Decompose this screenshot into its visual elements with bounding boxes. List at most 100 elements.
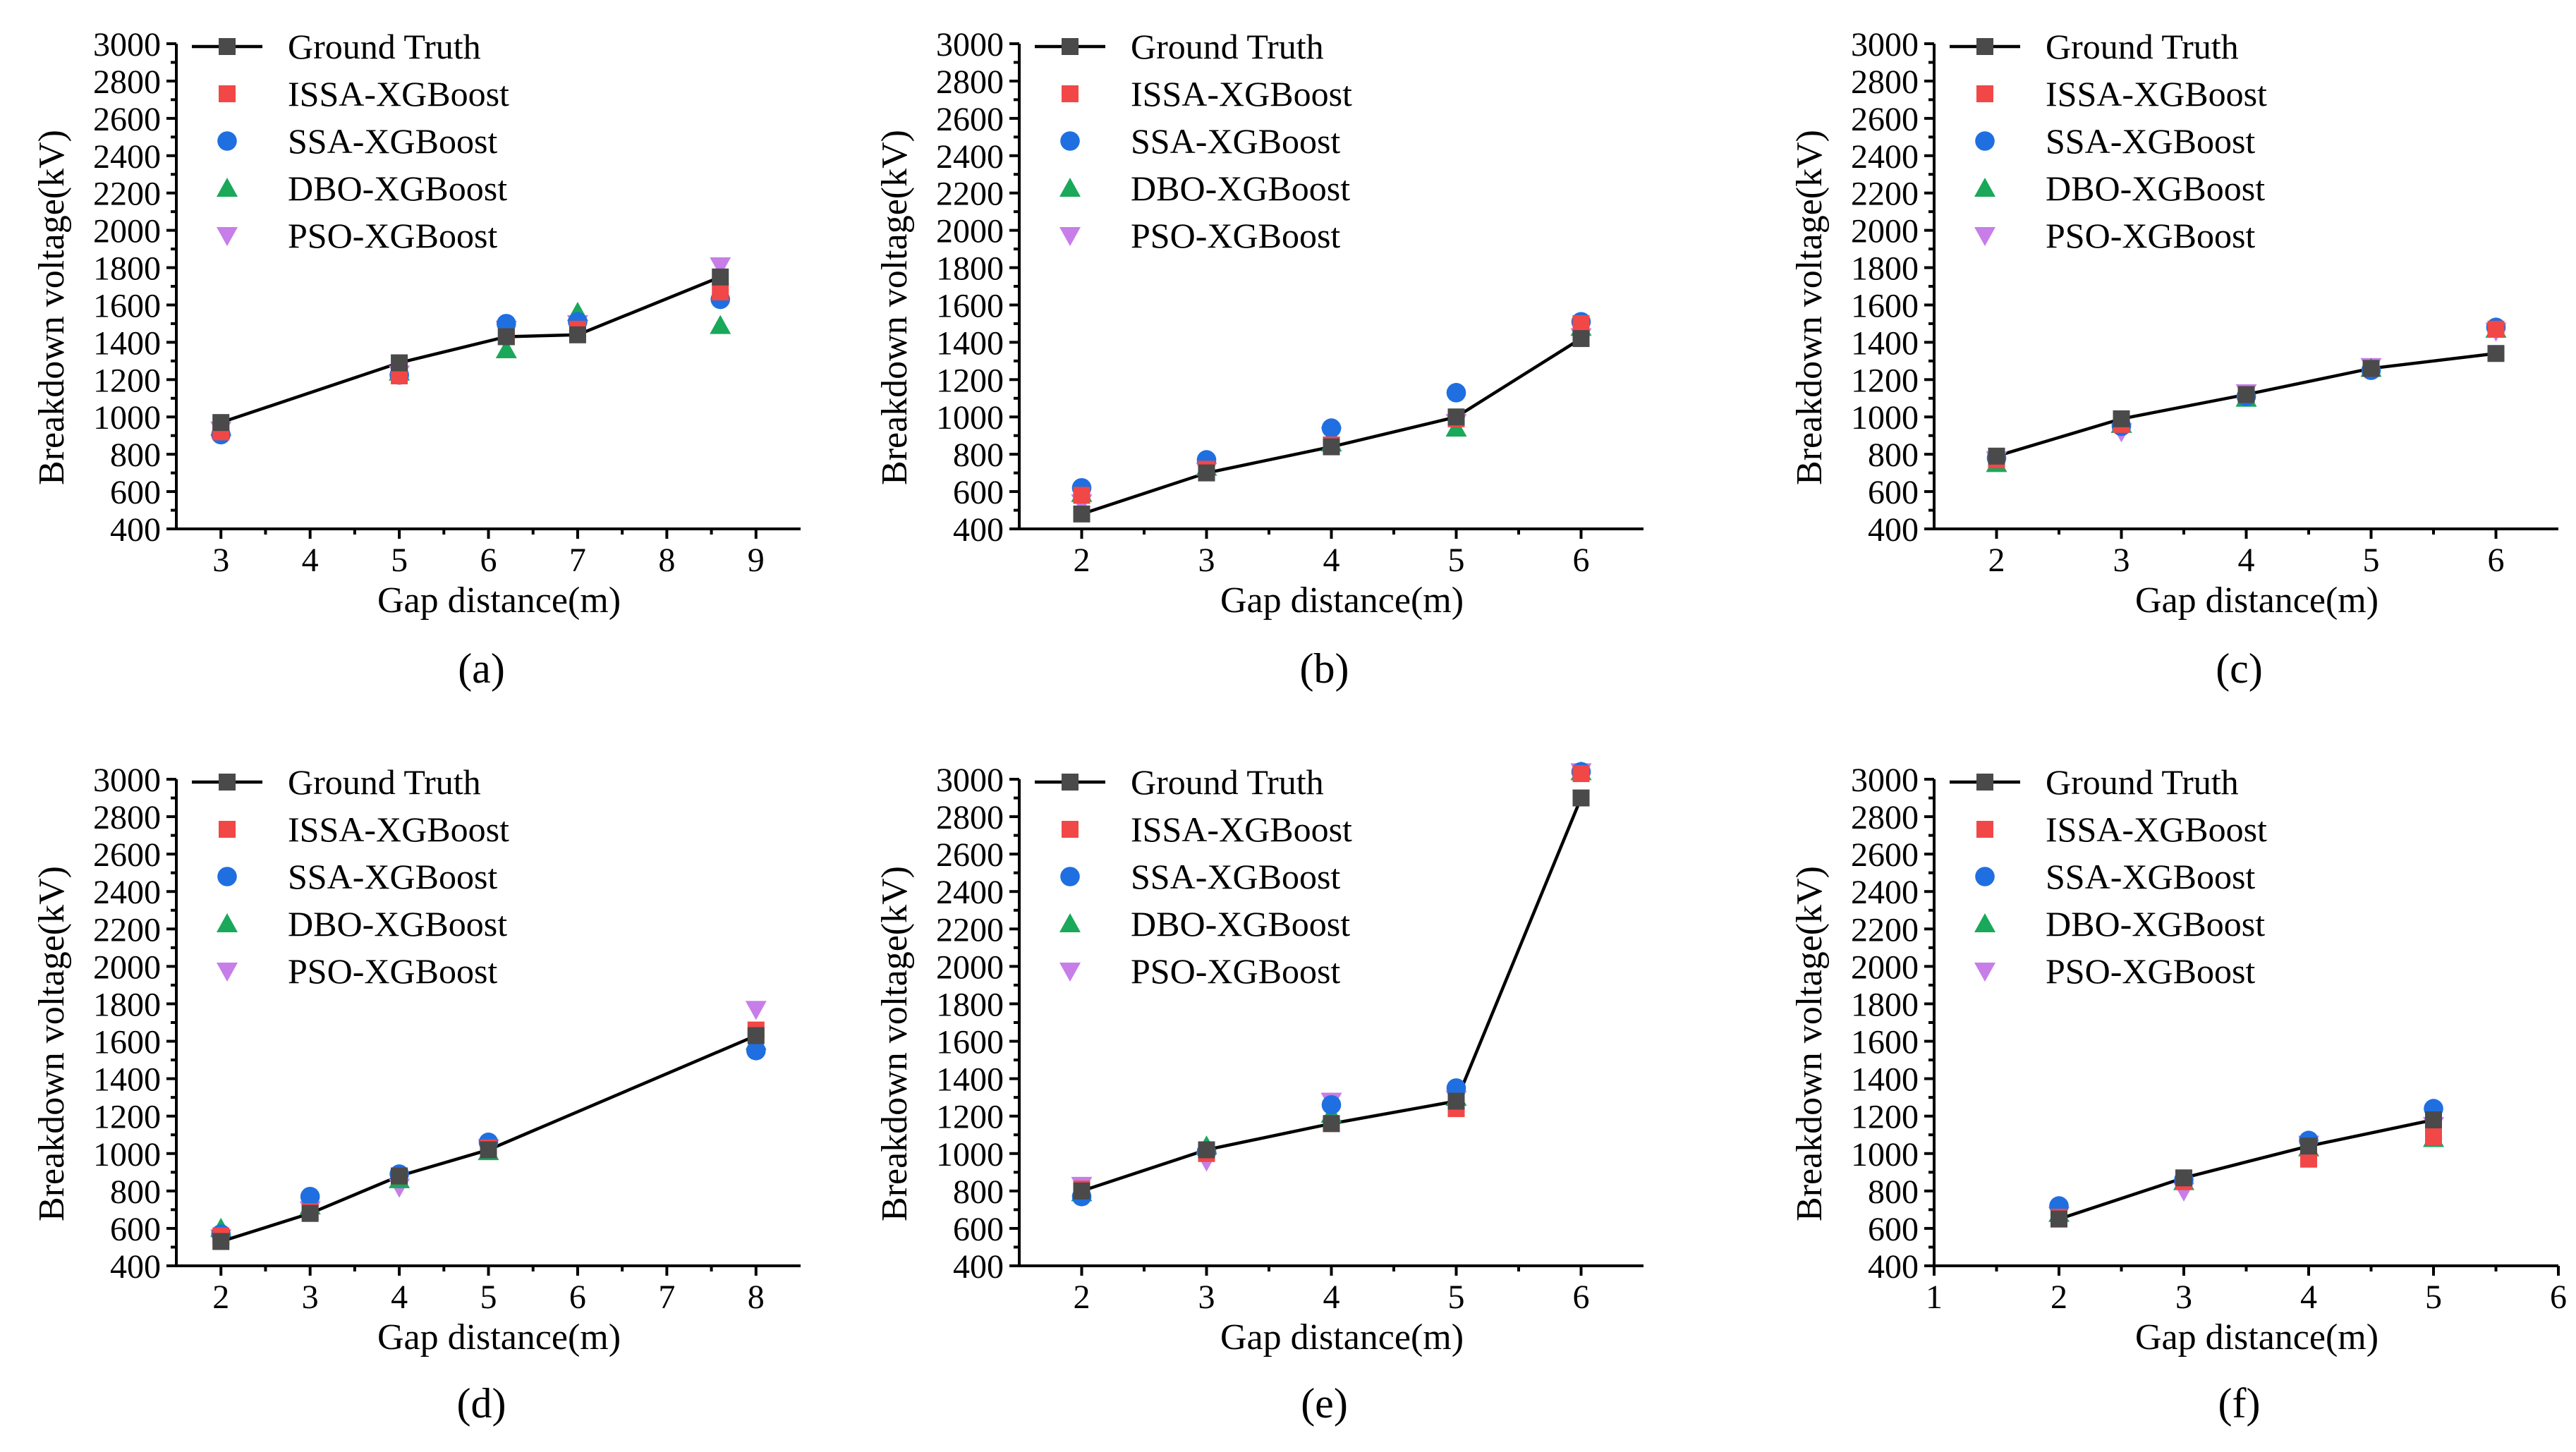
chart-panel-c: 4006008001000120014001600180020002200240… [1790, 26, 2558, 692]
y-tick-label: 1600 [93, 1024, 161, 1061]
gt-point [1073, 1182, 1090, 1200]
x-tick-label: 3 [302, 1279, 319, 1316]
y-tick-label: 2200 [936, 911, 1004, 948]
y-tick-label: 1600 [93, 287, 161, 324]
y-tick-label: 2800 [936, 63, 1004, 101]
issa-point [712, 283, 729, 300]
y-tick-label: 400 [110, 511, 161, 549]
y-tick-label: 1600 [936, 1024, 1004, 1061]
chart-panel-a: 4006008001000120014001600180020002200240… [32, 26, 801, 692]
y-tick-label: 2200 [1851, 176, 1919, 213]
x-tick-label: 8 [658, 542, 675, 579]
y-tick-label: 400 [953, 1248, 1004, 1286]
legend-marker-ssa [1975, 131, 1995, 151]
legend-label-issa: ISSA-XGBoost [2046, 74, 2267, 114]
legend-label-dbo: DBO-XGBoost [2046, 169, 2265, 208]
legend-label-gt: Ground Truth [2046, 762, 2239, 802]
x-tick-label: 2 [212, 1279, 229, 1316]
y-tick-label: 2000 [936, 213, 1004, 250]
panel-label: (d) [457, 1380, 506, 1427]
legend-label-gt: Ground Truth [1131, 762, 1324, 802]
legend-label-gt: Ground Truth [1131, 27, 1324, 66]
legend-marker-dbo [217, 913, 238, 932]
legend-marker-gt [219, 774, 236, 791]
pso-point [745, 1001, 767, 1020]
gt-point [2425, 1111, 2442, 1128]
x-tick-label: 2 [1074, 542, 1090, 579]
gt-point [1447, 408, 1465, 426]
x-tick-label: 7 [658, 1279, 675, 1316]
issa-point [1572, 315, 1590, 332]
legend-marker-dbo [1059, 913, 1081, 932]
ssa-point [1321, 1094, 1342, 1115]
panel-label: (f) [2218, 1380, 2261, 1427]
y-tick-label: 2200 [936, 176, 1004, 213]
legend-marker-issa [1062, 821, 1079, 838]
ssa-point [746, 1041, 766, 1061]
y-axis-title: Breakdown voltage(kV) [32, 130, 72, 485]
gt-point [391, 1167, 408, 1185]
y-tick-label: 1800 [936, 250, 1004, 288]
legend-marker-gt [1062, 38, 1079, 55]
legend: Ground Truth ISSA-XGBoost SSA-XGBoost DBO-X… [192, 27, 509, 255]
gt-point [1572, 789, 1590, 807]
legend: Ground Truth ISSA-XGBoost SSA-XGBoost DBO-X… [1035, 762, 1352, 991]
ground-truth-line [2058, 1118, 2434, 1221]
legend-marker-ssa [1060, 867, 1080, 886]
x-axis-title: Gap distance(m) [1220, 1317, 1464, 1358]
legend-marker-gt [1976, 38, 1993, 55]
gt-point [212, 1233, 230, 1250]
legend-label-gt: Ground Truth [288, 762, 481, 802]
legend-label-pso: PSO-XGBoost [2046, 216, 2255, 255]
gt-point [1447, 1092, 1465, 1110]
gt-point [1572, 330, 1590, 348]
y-tick-label: 1000 [936, 1136, 1004, 1173]
y-tick-label: 2800 [93, 799, 161, 836]
chart-panel-b: 4006008001000120014001600180020002200240… [875, 26, 1644, 692]
x-axis-title: Gap distance(m) [2135, 580, 2378, 621]
x-tick-label: 6 [1573, 1279, 1590, 1316]
y-tick-label: 1400 [1851, 324, 1919, 362]
ssa-point [1446, 383, 1466, 403]
legend: Ground Truth ISSA-XGBoost SSA-XGBoost DBO-X… [1035, 27, 1352, 255]
y-tick-label: 1200 [936, 362, 1004, 399]
y-axis-title: Breakdown voltage(kV) [32, 866, 72, 1221]
gt-point [747, 1027, 765, 1044]
legend-label-pso: PSO-XGBoost [1131, 951, 1340, 991]
legend-label-pso: PSO-XGBoost [2046, 951, 2255, 991]
legend-label-ssa: SSA-XGBoost [1131, 857, 1340, 896]
gt-point [712, 268, 729, 286]
y-tick-label: 1400 [936, 324, 1004, 362]
x-tick-label: 6 [2550, 1279, 2567, 1316]
legend-marker-ssa [217, 131, 237, 151]
y-tick-label: 3000 [93, 762, 161, 799]
chart-panel-d: 4006008001000120014001600180020002200240… [32, 762, 801, 1427]
legend-marker-pso [217, 227, 238, 246]
x-tick-label: 3 [1198, 542, 1215, 579]
legend-marker-issa [219, 85, 236, 102]
legend: Ground Truth ISSA-XGBoost SSA-XGBoost DBO-X… [192, 762, 509, 991]
legend-marker-pso [1974, 227, 1995, 246]
x-tick-label: 7 [569, 542, 586, 579]
panel-label: (a) [458, 645, 505, 692]
ground-truth-line [220, 275, 722, 425]
x-tick-label: 3 [212, 542, 229, 579]
issa-point [2425, 1128, 2442, 1145]
dbo-point [710, 315, 731, 334]
gt-point [301, 1204, 319, 1222]
legend-marker-dbo [217, 178, 238, 197]
legend-marker-gt [1976, 774, 1993, 791]
y-tick-label: 2800 [1851, 63, 1919, 101]
legend-marker-ssa [1060, 131, 1080, 151]
gt-point [2362, 360, 2380, 377]
y-tick-label: 2000 [93, 948, 161, 986]
legend-marker-issa [1976, 821, 1993, 838]
y-tick-label: 2800 [1851, 799, 1919, 836]
y-tick-label: 3000 [93, 26, 161, 63]
legend-marker-dbo [1974, 913, 1995, 932]
y-tick-label: 2200 [93, 911, 161, 948]
y-tick-label: 2400 [936, 874, 1004, 911]
y-tick-label: 1000 [1851, 1136, 1919, 1173]
x-tick-label: 6 [480, 542, 497, 579]
legend-label-dbo: DBO-XGBoost [288, 169, 507, 208]
